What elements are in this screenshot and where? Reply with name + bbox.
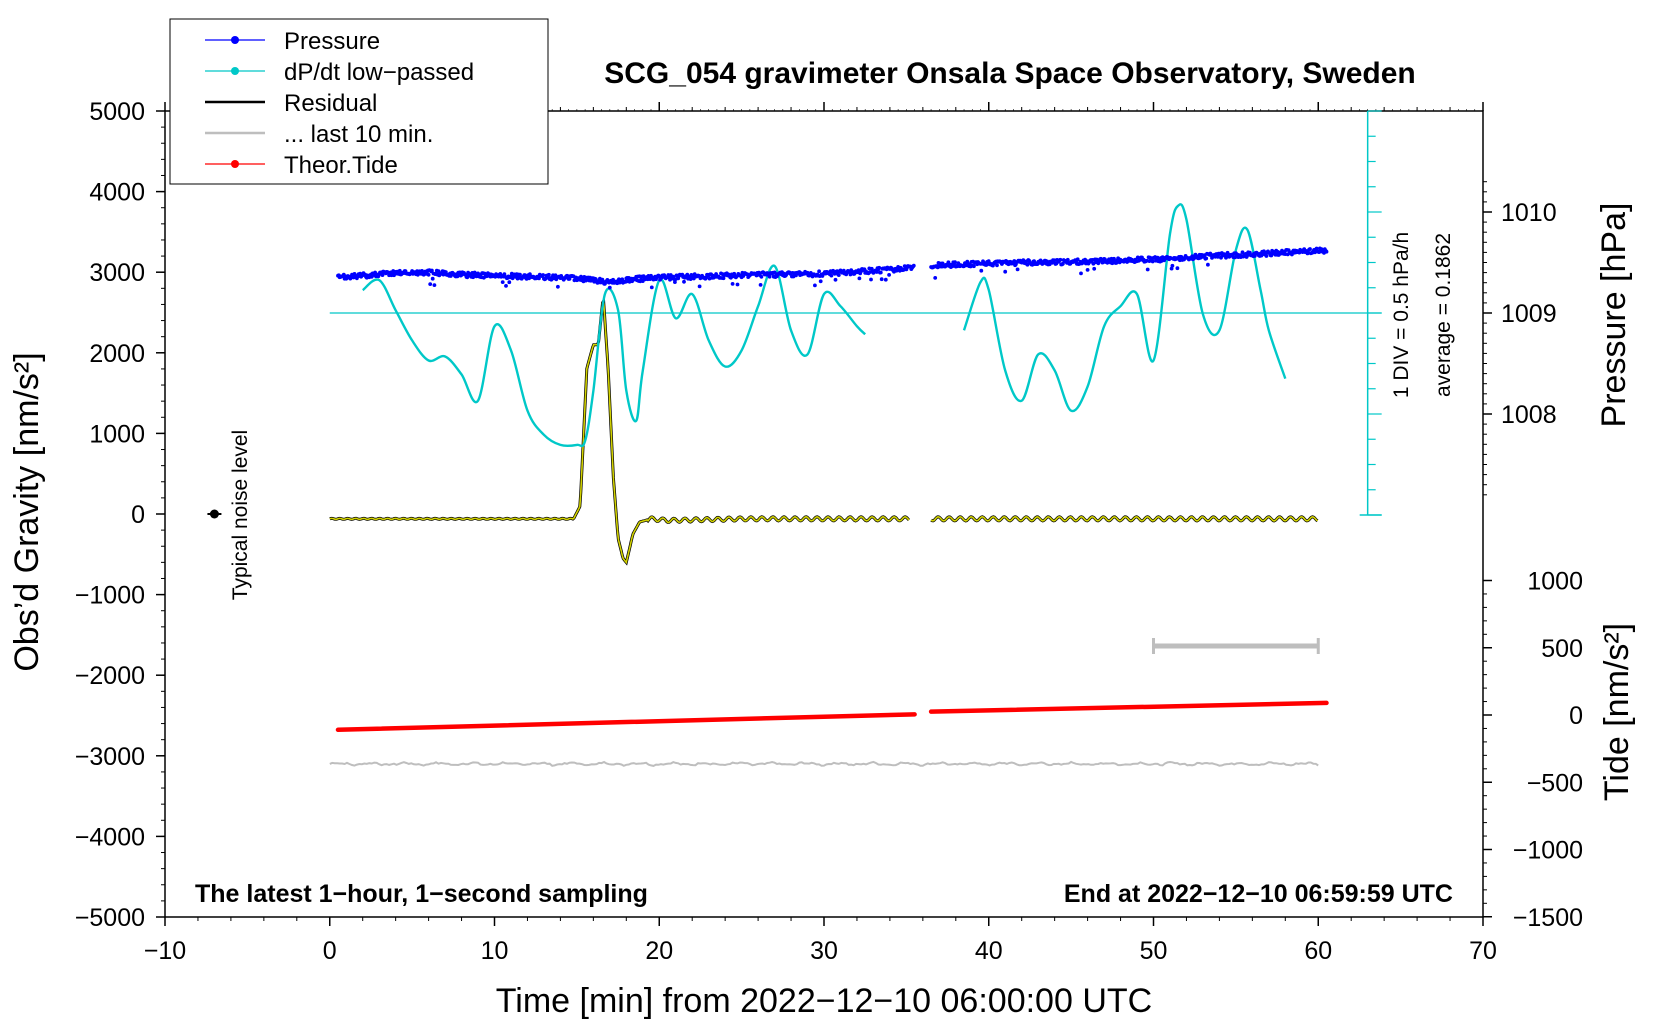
dpdt-scale-label: 1 DIV = 0.5 hPa/h bbox=[1390, 232, 1413, 398]
tide-tick-label: −1000 bbox=[1513, 837, 1583, 865]
x-tick-label: 10 bbox=[481, 937, 509, 965]
y-tick-label: 0 bbox=[131, 501, 145, 529]
tide-tick-label: −1500 bbox=[1513, 904, 1583, 932]
x-tick-label: 60 bbox=[1304, 937, 1332, 965]
x-tick-label: 70 bbox=[1469, 937, 1497, 965]
legend-marker bbox=[231, 36, 239, 44]
tide-tick-label: 500 bbox=[1541, 635, 1583, 663]
series-last-10-min bbox=[329, 760, 1319, 767]
legend-label: ... last 10 min. bbox=[284, 121, 433, 148]
x-tick-label: 30 bbox=[810, 937, 838, 965]
tide-axis-label: Tide [nm/s²] bbox=[1598, 623, 1636, 801]
noise-level-label: Typical noise level bbox=[229, 430, 252, 600]
tide-tick-label: −500 bbox=[1527, 769, 1583, 797]
x-tick-label: 20 bbox=[645, 937, 673, 965]
legend-label: Theor.Tide bbox=[284, 152, 398, 179]
chart-title: SCG_054 gravimeter Onsala Space Observat… bbox=[604, 57, 1416, 90]
y-tick-label: −3000 bbox=[75, 743, 145, 771]
y-tick-label: 1000 bbox=[89, 420, 145, 448]
x-tick-label: 40 bbox=[975, 937, 1003, 965]
pressure-axis-label: Pressure [hPa] bbox=[1595, 203, 1633, 428]
tick-labels: −10 0 10 20 30 40 50 60 70500040003000200010000−… bbox=[75, 98, 1583, 965]
noise-level-bar bbox=[207, 509, 222, 519]
y-tick-label: 4000 bbox=[89, 179, 145, 207]
y-tick-label: −5000 bbox=[75, 904, 145, 932]
x-tick-label: 50 bbox=[1140, 937, 1168, 965]
legend-label: Pressure bbox=[284, 28, 380, 55]
tide-tick-label: 0 bbox=[1569, 702, 1583, 730]
legend-entry: ... last 10 min. bbox=[205, 121, 433, 148]
legend: Pressure dP/dt low−passed Residual ... last… bbox=[169, 18, 549, 185]
x-tick-label: −10 bbox=[144, 937, 186, 965]
series-theoretical-tide bbox=[928, 700, 1329, 714]
tide-tick-label: 1000 bbox=[1527, 568, 1583, 596]
legend-marker bbox=[231, 160, 239, 168]
series-dpdt bbox=[962, 203, 1287, 413]
y-tick-label: −4000 bbox=[75, 823, 145, 851]
series-residual bbox=[329, 296, 1319, 566]
y-tick-label: −1000 bbox=[75, 582, 145, 610]
pressure-tick-label: 1008 bbox=[1501, 401, 1557, 429]
series-pressure bbox=[336, 246, 1329, 290]
legend-label: dP/dt low−passed bbox=[284, 59, 474, 86]
ten-minute-scale-bar bbox=[1152, 638, 1320, 654]
series-residual-highlight bbox=[329, 298, 1319, 565]
dpdt-average-label: average = 0.1862 bbox=[1432, 233, 1455, 397]
legend-marker bbox=[231, 67, 239, 75]
legend-entry: Residual bbox=[205, 90, 377, 117]
pressure-tick-label: 1009 bbox=[1501, 300, 1557, 328]
y-axis-label: Obs’d Gravity [nm/s²] bbox=[8, 352, 46, 671]
y-tick-label: 3000 bbox=[89, 259, 145, 287]
y-tick-label: 2000 bbox=[89, 340, 145, 368]
end-time-note: End at 2022−12−10 06:59:59 UTC bbox=[1064, 880, 1453, 908]
pressure-tick-label: 1010 bbox=[1501, 199, 1557, 227]
legend-entry: Theor.Tide bbox=[205, 152, 398, 179]
sampling-note: The latest 1−hour, 1−second sampling bbox=[195, 880, 648, 908]
data-series bbox=[207, 203, 1329, 767]
series-dpdt bbox=[361, 264, 867, 448]
plot-frame bbox=[164, 110, 1484, 918]
y-tick-label: 5000 bbox=[89, 98, 145, 126]
x-tick-label: 0 bbox=[323, 937, 337, 965]
series-theoretical-tide bbox=[335, 712, 917, 733]
legend-entry: dP/dt low−passed bbox=[205, 59, 474, 86]
y-tick-label: −2000 bbox=[75, 662, 145, 690]
legend-label: Residual bbox=[284, 90, 377, 117]
legend-entry: Pressure bbox=[205, 28, 380, 55]
axis-ticks bbox=[156, 102, 1492, 926]
x-axis-label: Time [min] from 2022−12−10 06:00:00 UTC bbox=[496, 982, 1152, 1020]
